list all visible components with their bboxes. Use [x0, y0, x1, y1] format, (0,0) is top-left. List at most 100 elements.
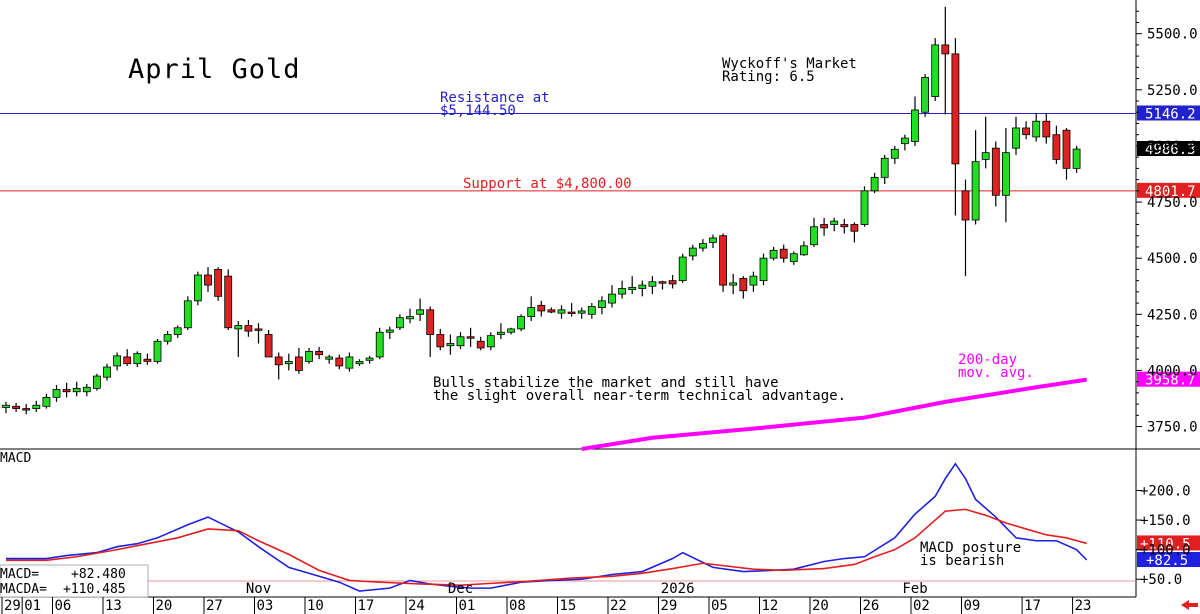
candle-body-down [820, 224, 828, 229]
candle [486, 332, 495, 351]
candle [991, 141, 1000, 207]
candle-body-up [2, 404, 10, 408]
date-tick-label: 08 [509, 598, 526, 614]
candle-body-up [365, 357, 374, 361]
candle [981, 116, 990, 169]
date-tick-label: 13 [105, 598, 122, 614]
candle [517, 314, 525, 332]
candle [274, 352, 283, 380]
candle [931, 38, 940, 102]
readout-macd-label: MACD= [0, 567, 39, 582]
candle [254, 323, 263, 344]
date-tick-label: 27 [206, 598, 223, 614]
date-tick-label: 12 [762, 598, 779, 614]
candle-body-up [648, 281, 657, 287]
candle [204, 267, 212, 292]
candle-body-down [850, 224, 859, 232]
date-tick-label: 17 [358, 598, 375, 614]
candle-body-up [971, 161, 980, 221]
candle [193, 271, 202, 306]
candle-body-up [800, 245, 808, 256]
date-tick-label: 10 [307, 598, 324, 614]
candle [2, 401, 10, 414]
commentary-line-2: the slight overall near-term technical a… [433, 388, 846, 404]
candle-body-down [1042, 120, 1051, 138]
candle-body-down [1052, 134, 1061, 160]
candle [375, 327, 384, 360]
candle [941, 6, 950, 115]
candle [214, 267, 223, 301]
readout-macd-value: +82.480 [71, 567, 126, 582]
candle-body-up [375, 331, 384, 358]
resistance-label-1: Resistance at [440, 90, 550, 106]
candle [1052, 125, 1061, 164]
candle [789, 251, 798, 265]
candle-body-up [638, 284, 647, 289]
candle [870, 172, 879, 194]
candle [32, 400, 41, 412]
date-tick-label: 22 [610, 598, 627, 614]
candle-body-down [436, 334, 445, 348]
candle [1032, 113, 1041, 142]
candle [406, 308, 414, 324]
candle [890, 145, 899, 164]
candle [93, 373, 101, 391]
macd-tick-label: +200.0 [1140, 483, 1191, 499]
candle-body-up [153, 340, 162, 362]
candle [830, 217, 839, 232]
macd-line [6, 462, 1088, 592]
scroll-left-icon[interactable] [1181, 600, 1198, 610]
candle-body-up [496, 331, 505, 335]
candle [466, 327, 475, 347]
ma-label-1: 200-day [958, 352, 1017, 368]
candle-body-up [810, 226, 818, 246]
ma-line-group [581, 377, 1087, 451]
support-label: Support at $4,800.00 [463, 176, 632, 192]
candle [62, 382, 71, 398]
candle [12, 402, 21, 412]
candle [749, 271, 758, 292]
candle-body-up [618, 288, 626, 295]
candle-body-up [416, 309, 425, 315]
date-tick-label: 06 [55, 598, 72, 614]
candle [951, 38, 960, 216]
candle-body-up [517, 316, 525, 330]
candle-body-up [42, 396, 51, 407]
candle-body-up [1072, 148, 1081, 169]
candle-body-up [284, 361, 293, 365]
svg-text:4801.7: 4801.7 [1145, 184, 1196, 200]
candle-body-down [547, 309, 556, 313]
candle-body-down [264, 334, 273, 358]
candle-body-down [941, 44, 950, 55]
candle [638, 280, 647, 297]
candle [820, 217, 828, 236]
candle [557, 305, 566, 319]
candle [961, 179, 970, 277]
date-tick-label: 17 [1024, 598, 1041, 614]
candle-body-up [688, 247, 697, 257]
month-label: 2026 [661, 581, 695, 597]
candle-body-up [769, 249, 778, 259]
macd-tick-label: +100.0 [1140, 543, 1191, 559]
macd-tag: +82.5 [1137, 552, 1200, 569]
macd-readout: MACD= +82.480 MACDA= +110.485 [0, 564, 149, 598]
candle-body-up [1002, 152, 1010, 196]
candle-body-up [183, 300, 192, 329]
rating-line-2: Rating: 6.5 [722, 69, 815, 85]
candle-body-down [840, 224, 849, 228]
candle [52, 385, 61, 402]
candle [810, 217, 818, 247]
candle [779, 244, 788, 263]
candle [103, 363, 111, 381]
candle [921, 74, 929, 117]
candle [658, 280, 667, 290]
candle [315, 346, 324, 360]
candle [72, 381, 81, 397]
month-label: Nov [246, 581, 271, 597]
candle [264, 330, 273, 358]
candle [1072, 145, 1081, 173]
candle-body-up [860, 190, 869, 225]
candle-body-down [244, 325, 253, 332]
candle [143, 353, 152, 365]
date-tick-label: 23 [1075, 598, 1092, 614]
